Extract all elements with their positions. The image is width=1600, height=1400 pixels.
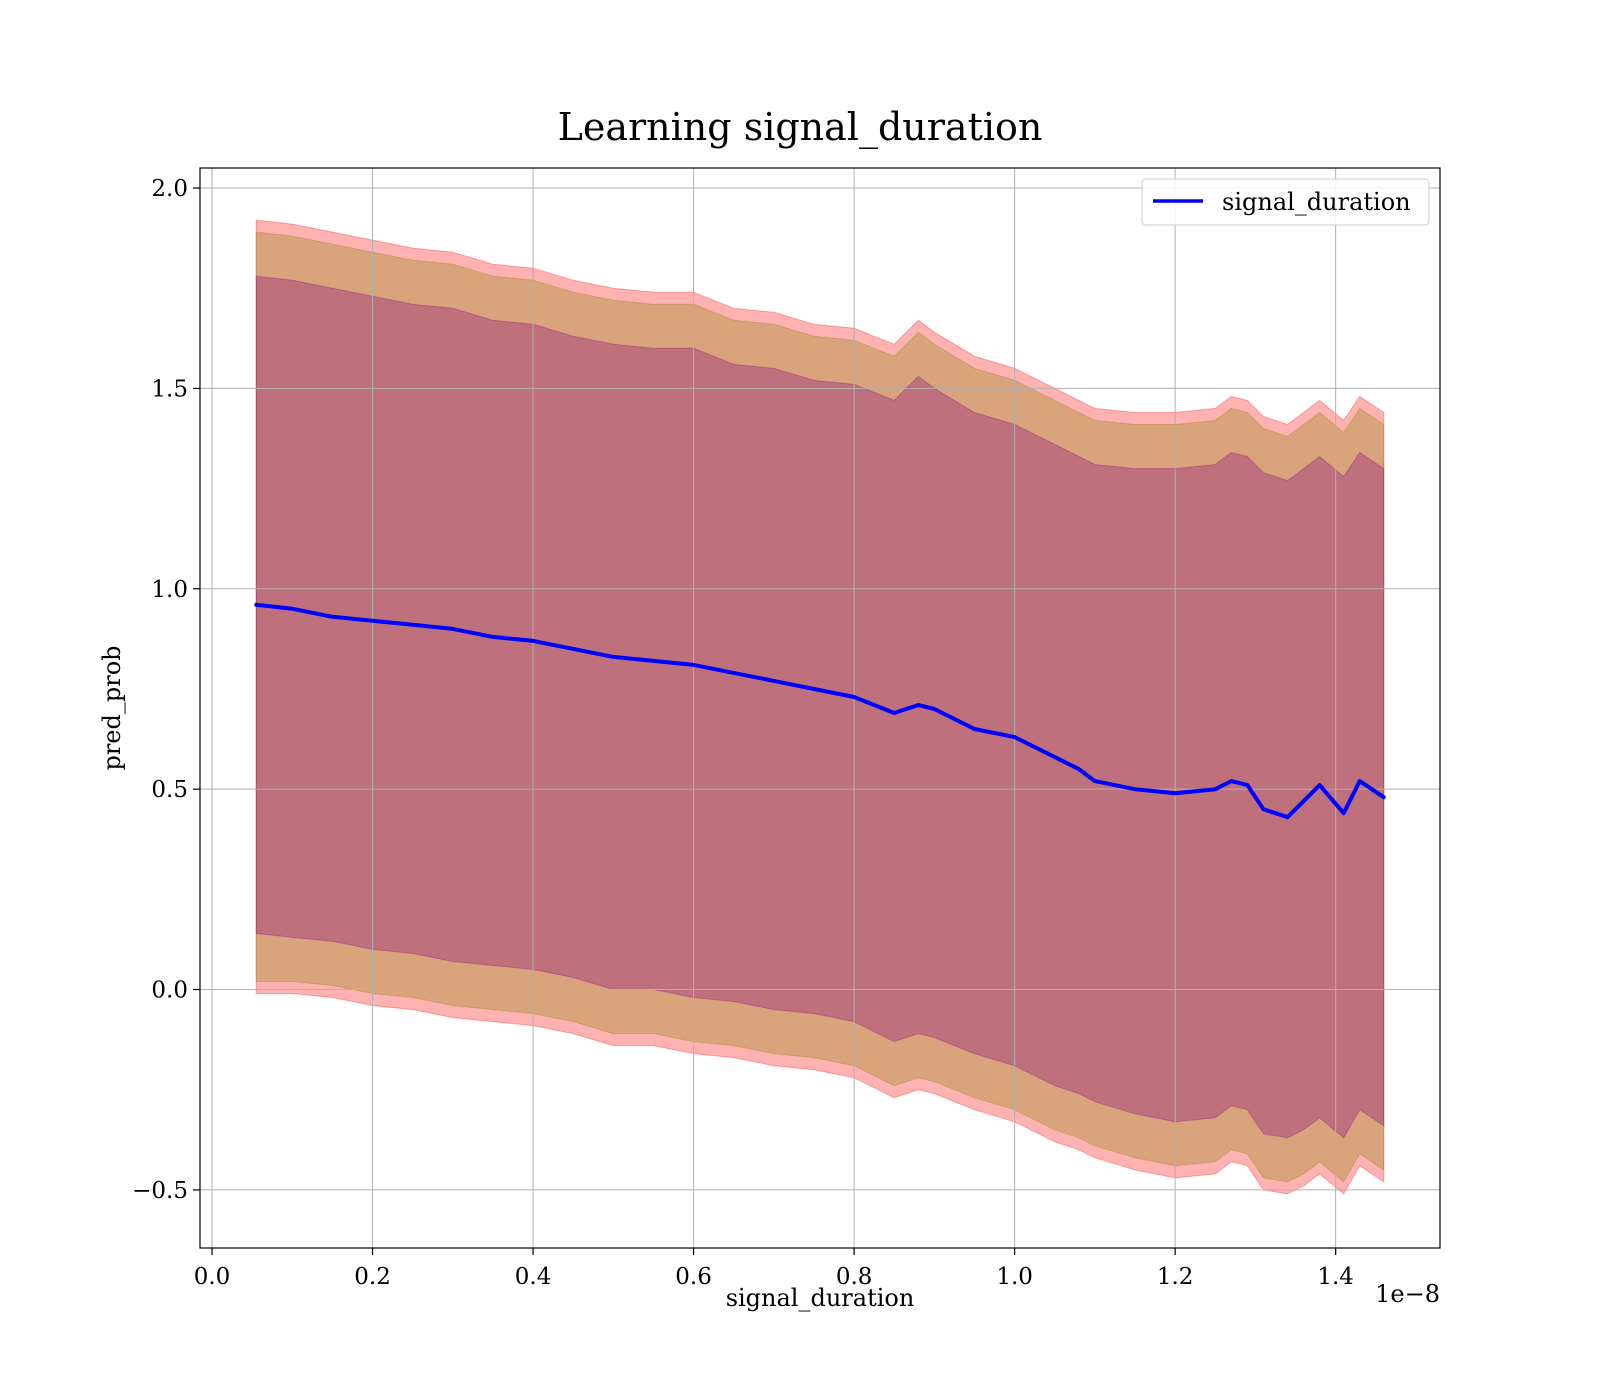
y-axis-label: pred_prob: [98, 645, 126, 770]
series-line-0: [254, 602, 1386, 820]
x-tick-label-5: 1.0: [996, 1264, 1033, 1290]
x-axis-ticks: 0.0 0.2 0.4 0.6 0.8 1.0 1.2 1.4: [194, 1248, 1354, 1290]
x-tick-label-0: 0.0: [194, 1264, 231, 1290]
y-tick-label-5: 2.0: [151, 176, 188, 202]
x-tick-label-2: 0.4: [515, 1264, 552, 1290]
confidence-bands: [255, 219, 1385, 1195]
plot-frame: [199, 167, 1441, 1249]
x-tick-label-1: 0.2: [354, 1264, 391, 1290]
y-tick-label-1: 0.0: [151, 978, 188, 1004]
x-tick-label-6: 1.2: [1157, 1264, 1194, 1290]
legend-label: signal_duration: [1222, 188, 1411, 216]
legend-box: [1141, 178, 1430, 226]
y-tick-label-0: −0.5: [132, 1178, 188, 1204]
y-tick-label-2: 0.5: [151, 777, 188, 803]
x-tick-label-4: 0.8: [836, 1264, 873, 1290]
y-tick-label-3: 1.0: [151, 577, 188, 603]
y-axis-ticks: −0.5 0.0 0.5 1.0 1.5 2.0: [132, 176, 200, 1204]
x-tick-label-7: 1.4: [1317, 1264, 1354, 1290]
x-tick-label-3: 0.6: [675, 1264, 712, 1290]
grid-lines: [200, 168, 1440, 1248]
series-lines: [254, 602, 1386, 820]
x-axis-label: signal_duration: [726, 1284, 915, 1312]
legend: signal_duration: [1141, 178, 1430, 226]
chart-title: Learning signal_duration: [558, 105, 1043, 150]
x-axis-offset-label: 1e−8: [1375, 1280, 1440, 1308]
y-tick-label-4: 1.5: [151, 376, 188, 402]
